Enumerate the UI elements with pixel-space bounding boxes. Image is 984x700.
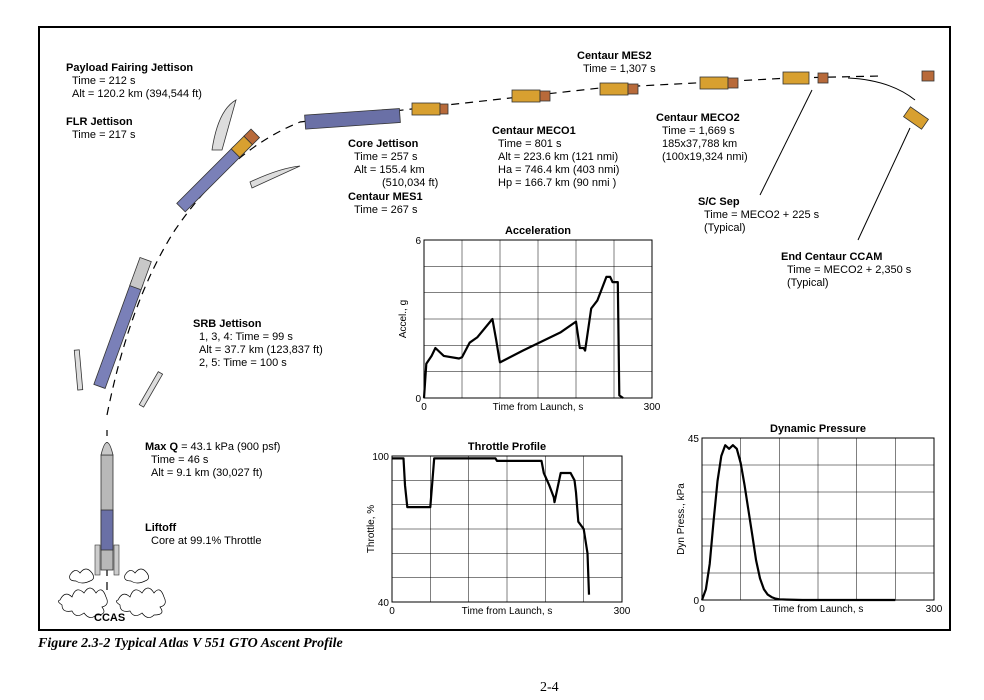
y-tick-label: 0	[415, 394, 421, 405]
y-tick-label: 45	[688, 434, 700, 445]
centaur-mes1-label: Centaur MES1 Time = 267 s	[348, 191, 423, 216]
x-tick-label: 300	[926, 604, 943, 615]
plot-area	[391, 455, 623, 603]
core-jettison-label: Core Jettison Time = 257 s Alt = 155.4 k…	[348, 138, 439, 189]
y-tick-label: 0	[693, 596, 699, 607]
jettisoned-srb-icon	[73, 349, 164, 408]
y-axis-label: Throttle, %	[366, 505, 377, 553]
x-tick-label: 0	[389, 606, 395, 617]
ccas-label: CCAS	[94, 612, 126, 624]
series-line	[422, 275, 624, 399]
x-tick-label: 300	[614, 606, 631, 617]
end-ccam-label: End Centaur CCAM Time = MECO2 + 2,350 s …	[781, 251, 912, 289]
payload-fairing-label: Payload Fairing Jettison Time = 212 s Al…	[66, 62, 202, 100]
sc-sep-leader	[759, 89, 813, 196]
series-line	[700, 444, 896, 602]
acceleration-chart: Acceleration 0 300 0 6 Time from Launch, s Acc…	[398, 225, 661, 413]
plot-area	[423, 239, 653, 399]
sc-sep-label: S/C Sep Time = MECO2 + 225 s (Typical)	[698, 196, 820, 234]
x-axis-label: Time from Launch, s	[773, 604, 864, 615]
liftoff-rocket-icon	[94, 442, 120, 576]
x-axis-label: Time from Launch, s	[462, 606, 553, 617]
x-axis-label: Time from Launch, s	[493, 402, 584, 413]
page-number: 2-4	[540, 680, 559, 695]
centaur-meco2-label: Centaur MECO2 Time = 1,669 s 185x37,788 …	[656, 112, 748, 163]
series-line	[392, 457, 591, 595]
ccam-path	[847, 77, 916, 101]
ccam-leader	[857, 127, 911, 241]
srb-jettison-rocket-icon	[93, 256, 152, 389]
y-tick-label: 40	[378, 598, 390, 609]
throttle-chart: Throttle Profile 0 300 40 100 Time from Launc…	[366, 441, 631, 617]
y-axis-label: Dyn Press., kPa	[676, 483, 687, 555]
max-q-label: Max Q = 43.1 kPa (900 psf) Time = 46 s A…	[145, 441, 281, 479]
x-tick-label: 300	[644, 402, 661, 413]
centaur-stage-icon	[511, 70, 935, 130]
flr-jettison-label: FLR Jettison Time = 217 s	[66, 116, 136, 141]
fairing-halves-icon	[211, 99, 301, 189]
chart-title: Acceleration	[505, 225, 571, 237]
centaur-mes2-label: Centaur MES2 Time = 1,307 s	[577, 50, 656, 75]
figure-frame	[38, 26, 951, 631]
srb-jettison-label: SRB Jettison 1, 3, 4: Time = 99 s Alt = …	[193, 318, 323, 369]
y-tick-label: 6	[415, 236, 421, 247]
centaur-meco1-label: Centaur MECO1 Time = 801 s Alt = 223.6 k…	[492, 125, 620, 189]
x-tick-label: 0	[699, 604, 705, 615]
y-tick-label: 100	[372, 452, 389, 463]
chart-title: Dynamic Pressure	[770, 423, 866, 435]
fairing-jettison-rocket-icon	[176, 128, 261, 213]
chart-title: Throttle Profile	[468, 441, 546, 453]
liftoff-label: Liftoff Core at 99.1% Throttle	[145, 522, 262, 547]
x-tick-label: 0	[421, 402, 427, 413]
figure-caption: Figure 2.3-2 Typical Atlas V 551 GTO Asc…	[38, 636, 343, 651]
launch-smoke	[58, 568, 166, 618]
core-stage-icon	[304, 102, 449, 130]
dynamic-pressure-chart: Dynamic Pressure 0 300 0 45 Time from Launch,…	[676, 423, 943, 615]
y-axis-label: Accel., g	[398, 300, 409, 338]
